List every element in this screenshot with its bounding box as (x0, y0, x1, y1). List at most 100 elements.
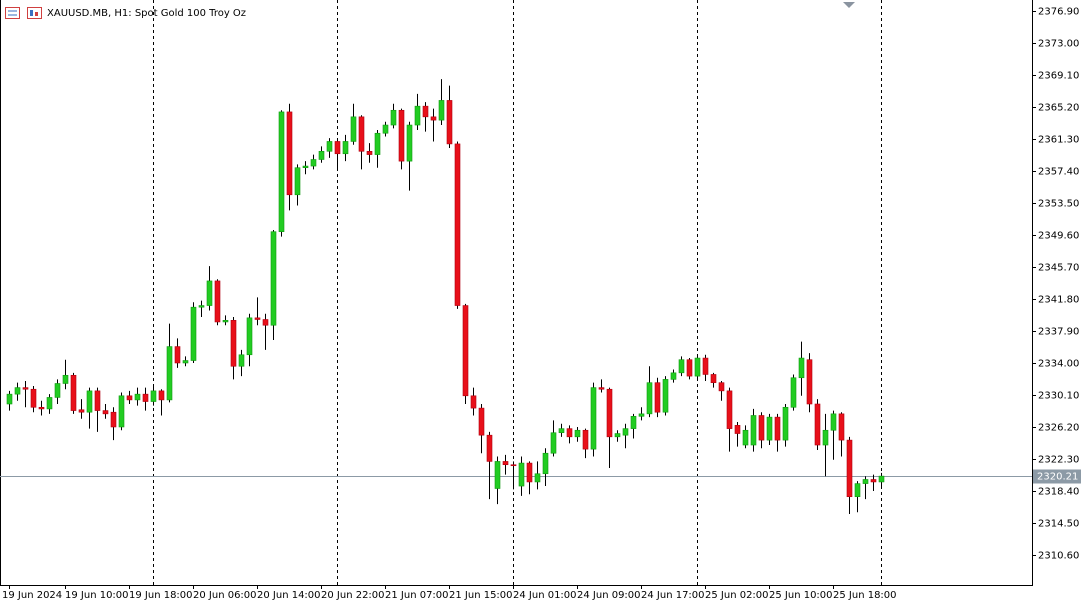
y-tick-label: 2373.00 (1038, 39, 1079, 50)
candle-body (262, 319, 269, 326)
candle-body (254, 317, 261, 320)
candle-body (246, 317, 253, 356)
icon (30, 10, 33, 16)
candle-body (270, 231, 277, 326)
candle-body (526, 462, 533, 483)
candle-body (614, 433, 621, 438)
candle-body (206, 280, 213, 306)
y-tick-label: 2326.20 (1038, 423, 1079, 434)
candle-body (598, 387, 605, 390)
candle-body (294, 167, 301, 196)
candle-body (638, 413, 645, 417)
candle-body (318, 150, 325, 160)
candle-body (486, 434, 493, 462)
candle-body (550, 432, 557, 454)
x-tick-label: 21 Jun 07:00 (385, 590, 449, 601)
y-tick-label: 2376.90 (1038, 7, 1079, 18)
candle-body (766, 416, 773, 441)
candle-body (126, 395, 133, 401)
candle-body (710, 374, 717, 383)
candle-body (814, 403, 821, 446)
candle-body (174, 346, 181, 364)
candle-body (310, 159, 317, 167)
x-tick-label: 20 Jun 06:00 (193, 590, 257, 601)
x-tick-label: 20 Jun 22:00 (321, 590, 385, 601)
y-tick-label: 2334.00 (1038, 359, 1079, 370)
candle-body (830, 413, 837, 431)
candle-body (822, 429, 829, 446)
candle-body (734, 425, 741, 434)
icon (35, 12, 38, 16)
candle-body (686, 359, 693, 377)
candle-body (742, 429, 749, 446)
candle-body (750, 415, 757, 446)
candle-body (334, 141, 341, 155)
y-tick-label: 2353.50 (1038, 199, 1079, 210)
candle-body (222, 320, 229, 323)
candle-body (78, 409, 85, 413)
candle-body (286, 111, 293, 196)
x-tick-label: 24 Jun 09:00 (577, 590, 641, 601)
x-tick-label: 25 Jun 18:00 (833, 590, 897, 601)
candle-body (542, 452, 549, 475)
candle-body (134, 393, 141, 401)
y-tick-label: 2349.60 (1038, 231, 1079, 242)
candle-body (342, 141, 349, 155)
icon (5, 7, 20, 19)
candle-body (198, 305, 205, 308)
candle-body (670, 372, 677, 380)
y-tick-label: 2314.50 (1038, 519, 1079, 530)
y-tick-label: 2341.80 (1038, 295, 1079, 306)
candle-body (238, 354, 245, 367)
candle-body (366, 150, 373, 155)
x-tick-label: 24 Jun 01:00 (513, 590, 577, 601)
candle-body (846, 439, 853, 498)
candle-body (494, 461, 501, 489)
candle-body (878, 475, 885, 483)
candle-body (694, 357, 701, 377)
y-tick-label: 2369.10 (1038, 71, 1079, 82)
candle-body (414, 105, 421, 126)
candle-body (590, 387, 597, 450)
price-label-box (1033, 469, 1081, 484)
candle-body (718, 382, 725, 392)
candle-body (606, 388, 613, 438)
candle-body (558, 428, 565, 434)
candle-body (158, 390, 165, 401)
candle-body (774, 416, 781, 441)
y-tick-label: 2310.60 (1038, 551, 1079, 562)
candle-body (782, 406, 789, 441)
candle-body (654, 382, 661, 413)
candle-body (622, 428, 629, 436)
candle-body (182, 360, 189, 364)
y-tick-label: 2345.70 (1038, 263, 1079, 274)
y-tick-label: 2322.30 (1038, 455, 1079, 466)
candle-body (470, 395, 477, 409)
candle-body (102, 410, 109, 415)
shift-marker (843, 2, 855, 8)
candle-body (326, 141, 333, 152)
x-tick-label: 19 Jun 2024 (2, 590, 62, 601)
x-tick-label: 25 Jun 10:00 (769, 590, 833, 601)
candle-body (230, 320, 237, 367)
candle-body (726, 390, 733, 429)
candle-body (806, 359, 813, 405)
candle-body (214, 280, 221, 323)
candle-body (702, 357, 709, 375)
candle-body (166, 346, 173, 401)
x-tick-label: 21 Jun 15:00 (449, 590, 513, 601)
candle-body (54, 383, 61, 398)
candle-body (382, 124, 389, 134)
candle-body (582, 429, 589, 450)
candle-body (70, 374, 77, 411)
candle-body (150, 390, 157, 402)
y-tick-label: 2357.40 (1038, 167, 1079, 178)
price-label: 2320.21 (1037, 472, 1078, 483)
candle-body (518, 462, 525, 487)
candle-body (430, 116, 437, 121)
candle-body (6, 393, 13, 405)
candle-body (22, 387, 29, 390)
x-tick-label: 19 Jun 10:00 (65, 590, 129, 601)
candle-body (462, 305, 469, 397)
